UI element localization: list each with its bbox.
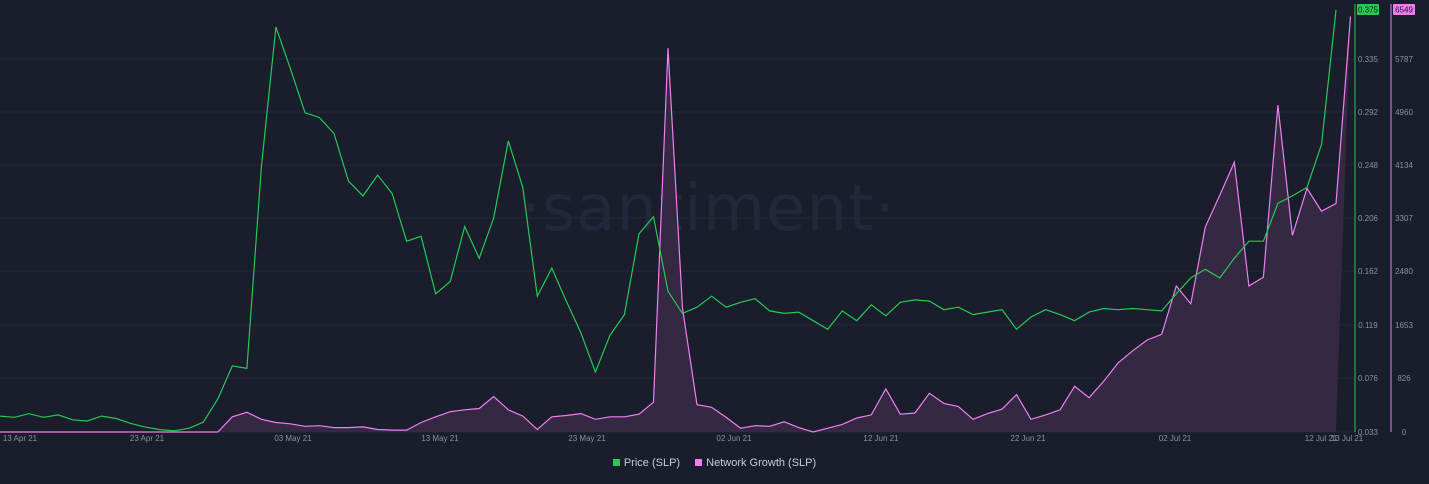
growth-tick-label: 2480: [1395, 267, 1413, 276]
network-growth-swatch: [695, 459, 703, 466]
legend-item-network-growth[interactable]: Network Growth (SLP): [695, 457, 816, 469]
legend-item-price[interactable]: Price (SLP): [612, 457, 681, 469]
x-tick-label: 02 Jul 21: [1159, 434, 1192, 443]
x-tick-label: 23 Apr 21: [130, 434, 165, 443]
x-tick-label: 13 Jul 21: [1331, 434, 1364, 443]
price-tick-label: 0.162: [1358, 267, 1379, 276]
x-tick-label: 23 May 21: [568, 434, 606, 443]
growth-tick-label: 4960: [1395, 108, 1413, 117]
price-current-label: 0.375: [1358, 6, 1379, 15]
axis-labels: 0.033 0.076 0.119 0.162 0.206 0.248 0.292 0.335…: [3, 55, 1414, 443]
x-tick-label: 03 May 21: [274, 434, 312, 443]
x-tick-label: 22 Jun 21: [1010, 434, 1046, 443]
price-swatch: [612, 459, 620, 466]
x-tick-label: 13 Apr 21: [3, 434, 38, 443]
price-line: [0, 9, 1337, 432]
price-tick-label: 0.033: [1358, 428, 1379, 437]
price-tick-label: 0.292: [1358, 108, 1379, 117]
series-layer: [0, 9, 1352, 433]
price-tick-label: 0.206: [1358, 214, 1379, 223]
growth-tick-label: 5787: [1395, 55, 1413, 64]
network-growth-line: [0, 16, 1352, 433]
price-current-badge: 0.375: [1357, 4, 1379, 15]
growth-tick-label: 4134: [1395, 161, 1413, 170]
legend-label-price: Price (SLP): [623, 457, 681, 469]
growth-tick-label: 1653: [1395, 321, 1413, 330]
price-tick-label: 0.335: [1358, 55, 1379, 64]
price-tick-label: 0.248: [1358, 161, 1379, 170]
x-tick-label: 12 Jun 21: [863, 434, 899, 443]
growth-tick-label: 826: [1397, 374, 1411, 383]
legend-label-network-growth: Network Growth (SLP): [706, 457, 817, 469]
x-tick-label: 12 Jul 21: [1305, 434, 1338, 443]
network-growth-area: [0, 16, 1351, 433]
growth-tick-label: 0: [1402, 428, 1407, 437]
legend: Price (SLP) Network Growth (SLP): [0, 457, 1429, 469]
growth-current-label: 6549: [1395, 6, 1413, 15]
price-tick-label: 0.076: [1358, 374, 1379, 383]
x-tick-label: 13 May 21: [421, 434, 459, 443]
x-tick-label: 02 Jun 21: [716, 434, 752, 443]
watermark: ·santiment·: [520, 172, 895, 246]
growth-current-badge: 6549: [1393, 4, 1415, 15]
price-tick-label: 0.119: [1358, 321, 1378, 330]
growth-tick-label: 3307: [1395, 214, 1413, 223]
